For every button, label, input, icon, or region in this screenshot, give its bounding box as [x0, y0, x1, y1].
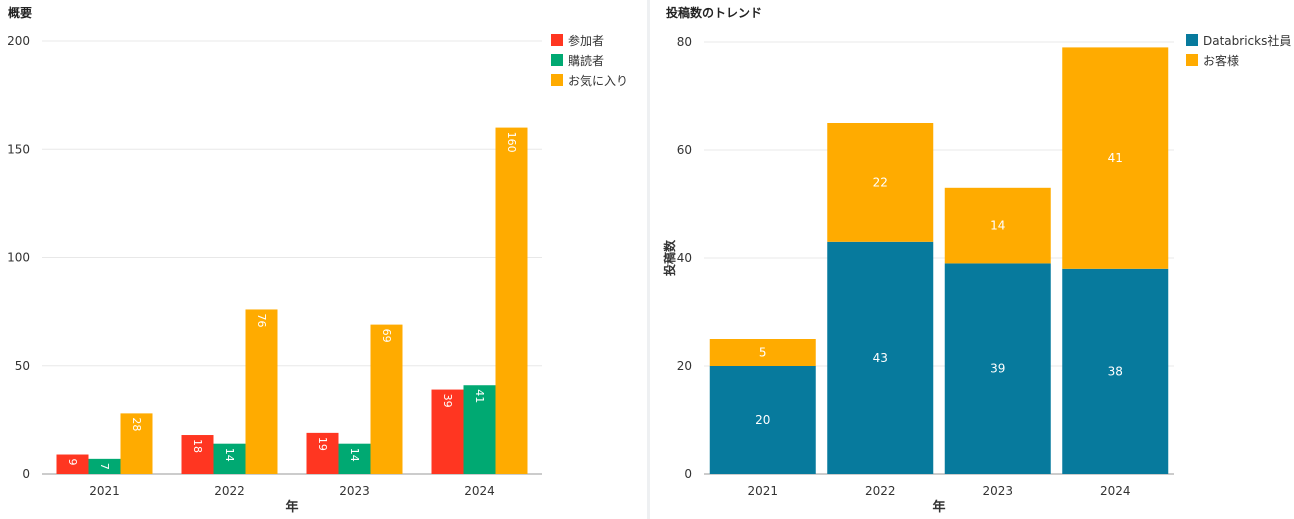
post-trend-ytick-label: 80 [677, 35, 692, 49]
overview-bar-value-label: 28 [130, 417, 143, 431]
overview-xtick-label: 2021 [89, 484, 120, 498]
overview-bar[interactable] [88, 458, 121, 474]
panel-divider [647, 0, 650, 519]
overview-ytick-label: 0 [22, 467, 30, 481]
overview-bar[interactable] [120, 413, 153, 474]
overview-bar[interactable] [431, 389, 464, 474]
overview-legend-item[interactable]: 参加者 [551, 30, 628, 50]
overview-legend-label: 参加者 [568, 33, 605, 48]
post-trend-legend: Databricks社員 お客様 [1186, 30, 1291, 70]
overview-bar-value-label: 18 [191, 439, 204, 453]
overview-bar[interactable] [306, 432, 339, 474]
post-trend-xtick-label: 2022 [865, 484, 896, 498]
post-trend-legend-item[interactable]: Databricks社員 [1186, 30, 1291, 50]
overview-bar[interactable] [56, 454, 89, 474]
overview-x-axis-title: 年 [285, 499, 298, 515]
post-trend-xtick-label: 2021 [747, 484, 778, 498]
overview-bar-value-label: 9 [66, 459, 79, 466]
overview-legend-item[interactable]: お気に入り [551, 70, 628, 90]
overview-ytick-label: 100 [7, 251, 30, 265]
post-trend-chart-title: 投稿数のトレンド [666, 6, 763, 20]
overview-legend-swatch [551, 54, 563, 66]
post-trend-segment-value-label: 38 [1108, 364, 1123, 378]
post-trend-segment-value-label: 43 [873, 351, 888, 365]
post-trend-xtick-label: 2024 [1100, 484, 1131, 498]
post-trend-ytick-label: 40 [677, 251, 692, 265]
post-trend-bar-segment[interactable] [1062, 47, 1169, 269]
overview-legend-swatch [551, 74, 563, 86]
post-trend-bar-segment[interactable] [709, 366, 816, 474]
overview-bar-value-label: 14 [223, 448, 236, 462]
overview-bar-value-label: 41 [473, 389, 486, 403]
overview-ytick-label: 200 [7, 34, 30, 48]
overview-legend: 参加者購読者お気に入り [551, 30, 628, 90]
overview-bar-value-label: 39 [441, 394, 454, 408]
overview-chart-title: 概要 [8, 6, 33, 20]
overview-bar-value-label: 76 [255, 313, 268, 327]
post-trend-legend-swatch [1186, 54, 1198, 66]
post-trend-segment-value-label: 41 [1108, 151, 1123, 165]
overview-ytick-label: 150 [7, 142, 30, 156]
overview-bar[interactable] [463, 385, 496, 474]
post-trend-legend-label: お客様 [1203, 53, 1240, 68]
post-trend-segment-value-label: 22 [873, 175, 888, 189]
overview-bar[interactable] [213, 443, 246, 474]
post-trend-x-axis-title: 年 [932, 499, 945, 515]
overview-legend-item[interactable]: 購読者 [551, 50, 628, 70]
post-trend-legend-swatch [1186, 34, 1198, 46]
post-trend-legend-label: Databricks社員 [1203, 33, 1292, 48]
overview-bar-value-label: 69 [380, 329, 393, 343]
post-trend-segment-value-label: 20 [755, 413, 770, 427]
post-trend-bar-segment[interactable] [827, 241, 934, 474]
overview-bar-value-label: 19 [316, 437, 329, 451]
post-trend-bar-segment[interactable] [827, 123, 934, 242]
post-trend-bar-segment[interactable] [1062, 268, 1169, 474]
overview-bar[interactable] [181, 435, 214, 474]
post-trend-bar-segment[interactable] [944, 263, 1051, 474]
post-trend-bar-segment[interactable] [709, 339, 816, 366]
overview-bar[interactable] [370, 324, 403, 474]
overview-bar-value-label: 160 [505, 132, 518, 153]
post-trend-legend-item[interactable]: お客様 [1186, 50, 1291, 70]
overview-bar-value-label: 14 [348, 448, 361, 462]
post-trend-segment-value-label: 14 [990, 219, 1005, 233]
overview-chart-panel: 概要 0 50 100 150 200 2021 2022 2023 2024 年 9 7 28 18 14… [0, 0, 646, 519]
post-trend-segment-value-label: 5 [759, 346, 767, 360]
post-trend-segment-value-label: 39 [990, 362, 1005, 376]
overview-bar[interactable] [495, 127, 528, 474]
overview-bar[interactable] [245, 309, 278, 474]
overview-chart-svg: 0 50 100 150 200 2021 2022 2023 2024 年 9 7 28 18 14 76 1… [7, 34, 542, 515]
overview-xtick-label: 2022 [214, 484, 245, 498]
overview-legend-label: 購読者 [568, 53, 605, 68]
post-trend-chart-svg: 0 20 40 60 80 2021 2022 2023 2024 年 投稿数 20 5 43 22 39 14… [662, 35, 1174, 515]
overview-bar-value-label: 7 [98, 463, 111, 470]
overview-xtick-label: 2024 [464, 484, 495, 498]
overview-ytick-label: 50 [15, 359, 30, 373]
post-trend-bar-segment[interactable] [944, 187, 1051, 264]
overview-legend-swatch [551, 34, 563, 46]
overview-xtick-label: 2023 [339, 484, 370, 498]
post-trend-y-axis-title: 投稿数 [662, 239, 677, 276]
post-trend-ytick-label: 0 [684, 467, 692, 481]
post-trend-chart-panel: 投稿数のトレンド 0 20 40 60 80 2021 2022 2023 2024 年投稿数 20… [652, 0, 1294, 519]
overview-bar[interactable] [338, 443, 371, 474]
post-trend-xtick-label: 2023 [982, 484, 1013, 498]
overview-legend-label: お気に入り [568, 73, 629, 88]
post-trend-ytick-label: 20 [677, 359, 692, 373]
post-trend-ytick-label: 60 [677, 143, 692, 157]
